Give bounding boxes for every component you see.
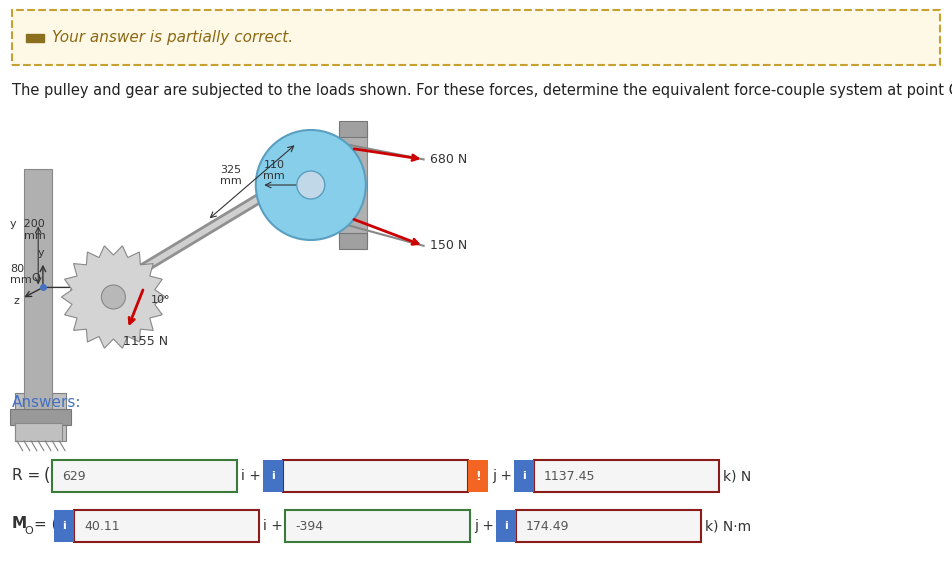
Text: i: i: [271, 471, 275, 481]
Text: 174.49: 174.49: [526, 519, 569, 533]
Text: 110
mm: 110 mm: [264, 160, 285, 181]
Text: i: i: [505, 521, 507, 531]
Text: 1137.45: 1137.45: [544, 469, 596, 482]
Polygon shape: [61, 246, 166, 348]
FancyBboxPatch shape: [74, 510, 259, 542]
Text: = (: = (: [34, 517, 57, 532]
FancyBboxPatch shape: [534, 460, 719, 492]
Text: 150 N: 150 N: [429, 239, 466, 252]
Text: k) N·m: k) N·m: [705, 519, 751, 533]
FancyBboxPatch shape: [339, 233, 367, 249]
Text: x: x: [85, 282, 91, 292]
Circle shape: [256, 130, 366, 240]
Text: 680 N: 680 N: [429, 153, 466, 166]
Text: -394: -394: [295, 519, 323, 533]
Text: 629: 629: [62, 469, 86, 482]
Text: z: z: [13, 296, 20, 306]
Text: !: !: [475, 469, 481, 482]
FancyBboxPatch shape: [10, 409, 71, 425]
Text: i +: i +: [241, 469, 261, 483]
FancyBboxPatch shape: [339, 121, 367, 137]
Text: Your answer is partially correct.: Your answer is partially correct.: [52, 30, 293, 45]
Circle shape: [102, 285, 126, 309]
FancyBboxPatch shape: [468, 460, 488, 492]
Text: j +: j +: [492, 469, 512, 483]
Circle shape: [297, 171, 325, 199]
Text: Answers:: Answers:: [12, 395, 82, 410]
Text: i: i: [62, 521, 66, 531]
Text: 40.11: 40.11: [84, 519, 120, 533]
Text: 1155 N: 1155 N: [123, 335, 168, 348]
Text: M: M: [12, 517, 27, 532]
Text: O: O: [30, 274, 40, 284]
FancyBboxPatch shape: [54, 510, 74, 542]
FancyBboxPatch shape: [339, 127, 367, 243]
Text: 80
mm: 80 mm: [10, 264, 31, 285]
FancyBboxPatch shape: [14, 393, 67, 441]
FancyBboxPatch shape: [12, 10, 940, 65]
Text: k) N: k) N: [723, 469, 751, 483]
FancyBboxPatch shape: [496, 510, 516, 542]
FancyBboxPatch shape: [263, 460, 283, 492]
Text: 325
mm: 325 mm: [220, 164, 242, 186]
FancyBboxPatch shape: [514, 460, 534, 492]
FancyBboxPatch shape: [14, 424, 62, 441]
Text: O: O: [24, 526, 32, 536]
FancyBboxPatch shape: [285, 510, 470, 542]
Text: i +: i +: [263, 519, 283, 533]
Text: j +: j +: [474, 519, 494, 533]
FancyBboxPatch shape: [26, 34, 44, 41]
Text: The pulley and gear are subjected to the loads shown. For these forces, determin: The pulley and gear are subjected to the…: [12, 84, 952, 99]
FancyBboxPatch shape: [52, 460, 237, 492]
Text: (: (: [44, 467, 50, 485]
Text: i: i: [522, 471, 526, 481]
FancyBboxPatch shape: [283, 460, 468, 492]
Text: y  200
    mm: y 200 mm: [10, 219, 46, 241]
FancyBboxPatch shape: [24, 169, 52, 415]
Text: y: y: [37, 248, 44, 258]
FancyBboxPatch shape: [516, 510, 701, 542]
Text: 10°: 10°: [151, 295, 170, 306]
Text: R =: R =: [12, 468, 40, 483]
